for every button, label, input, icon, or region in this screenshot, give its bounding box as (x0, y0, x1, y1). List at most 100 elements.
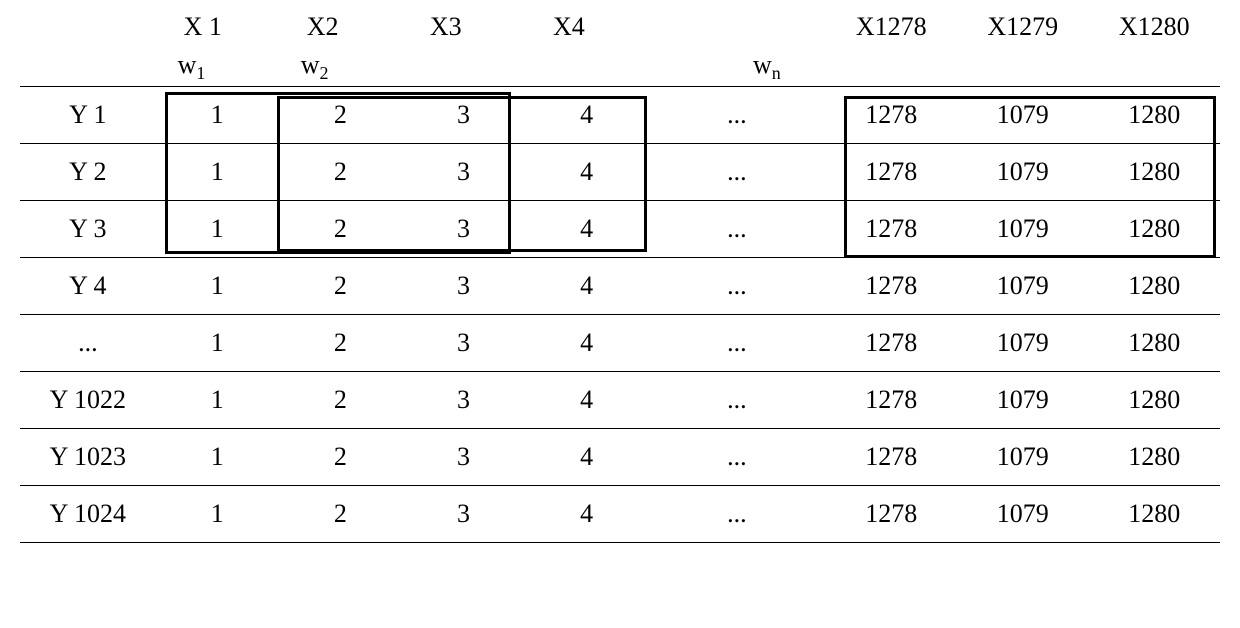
wn-text: w (753, 50, 772, 79)
cell: ... (648, 257, 825, 314)
cell: 1 (156, 200, 279, 257)
w-blank (957, 50, 1088, 86)
cell: 2 (279, 371, 402, 428)
cell: 1280 (1088, 314, 1220, 371)
cell: 1079 (957, 428, 1088, 485)
cell: 1278 (826, 257, 957, 314)
cell: 3 (402, 257, 525, 314)
matrix-table: X 1 X2 X3 X4 X1278 X1279 X1280 w1 w2 wn … (20, 10, 1220, 543)
cell: 1280 (1088, 86, 1220, 143)
cell: 4 (525, 485, 648, 542)
table-row: Y 11234...127810791280 (20, 86, 1220, 143)
y-label: Y 3 (20, 200, 156, 257)
cell: 1278 (826, 371, 957, 428)
cell: 1278 (826, 86, 957, 143)
cell: ... (648, 143, 825, 200)
table-row: Y 31234...127810791280 (20, 200, 1220, 257)
cell: 2 (279, 143, 402, 200)
corner-blank (20, 10, 156, 50)
cell: 3 (402, 86, 525, 143)
w-header-row: w1 w2 wn (20, 50, 1220, 86)
cell: 2 (279, 314, 402, 371)
cell: 1280 (1088, 428, 1220, 485)
x-header: X3 (402, 10, 525, 50)
cell: 1 (156, 86, 279, 143)
cell: 4 (525, 257, 648, 314)
cell: 4 (525, 314, 648, 371)
cell: 2 (279, 200, 402, 257)
cell: 1280 (1088, 371, 1220, 428)
cell: 1079 (957, 314, 1088, 371)
cell: 1 (156, 314, 279, 371)
w2-text: w (301, 50, 320, 79)
cell: 1280 (1088, 143, 1220, 200)
cell: 1079 (957, 371, 1088, 428)
cell: 1079 (957, 485, 1088, 542)
y-label: ... (20, 314, 156, 371)
cell: ... (648, 371, 825, 428)
wn-label: wn (648, 50, 825, 86)
cell: 2 (279, 86, 402, 143)
cell: 1079 (957, 143, 1088, 200)
cell: 1079 (957, 86, 1088, 143)
cell: 1278 (826, 428, 957, 485)
cell: 3 (402, 428, 525, 485)
cell: 1280 (1088, 257, 1220, 314)
w1-label: w1 (156, 50, 279, 86)
w1-sub: 1 (196, 63, 205, 83)
cell: 3 (402, 314, 525, 371)
x-header: X1278 (826, 10, 957, 50)
w-blank (20, 50, 156, 86)
table-row: Y 41234...127810791280 (20, 257, 1220, 314)
cell: 1278 (826, 200, 957, 257)
w-blank (525, 50, 648, 86)
cell: 1 (156, 428, 279, 485)
y-label: Y 1022 (20, 371, 156, 428)
cell: 4 (525, 143, 648, 200)
cell: ... (648, 314, 825, 371)
x-header: X 1 (156, 10, 279, 50)
cell: 4 (525, 428, 648, 485)
cell: ... (648, 485, 825, 542)
cell: 3 (402, 200, 525, 257)
cell: 1278 (826, 485, 957, 542)
y-label: Y 1023 (20, 428, 156, 485)
w1-text: w (178, 50, 197, 79)
w2-sub: 2 (320, 63, 329, 83)
cell: 4 (525, 200, 648, 257)
table-row: Y 10231234...127810791280 (20, 428, 1220, 485)
cell: 1079 (957, 200, 1088, 257)
cell: 2 (279, 428, 402, 485)
y-label: Y 4 (20, 257, 156, 314)
cell: 1278 (826, 314, 957, 371)
cell: 1280 (1088, 200, 1220, 257)
cell: ... (648, 86, 825, 143)
cell: 1 (156, 257, 279, 314)
cell: 2 (279, 257, 402, 314)
cell: 2 (279, 485, 402, 542)
cell: ... (648, 428, 825, 485)
cell: 1 (156, 143, 279, 200)
table-row: Y 10221234...127810791280 (20, 371, 1220, 428)
y-label: Y 1 (20, 86, 156, 143)
y-label: Y 2 (20, 143, 156, 200)
cell: 4 (525, 371, 648, 428)
cell: 1 (156, 485, 279, 542)
table-row: ...1234...127810791280 (20, 314, 1220, 371)
w-blank (1088, 50, 1220, 86)
w-blank (402, 50, 525, 86)
cell: 1 (156, 371, 279, 428)
cell: 4 (525, 86, 648, 143)
cell: 1280 (1088, 485, 1220, 542)
x-header (648, 10, 825, 50)
x-header: X4 (525, 10, 648, 50)
cell: 1278 (826, 143, 957, 200)
x-header: X1280 (1088, 10, 1220, 50)
cell: 3 (402, 485, 525, 542)
wn-sub: n (772, 63, 781, 83)
w2-label: w2 (279, 50, 402, 86)
x-header: X2 (279, 10, 402, 50)
cell: 3 (402, 143, 525, 200)
y-label: Y 1024 (20, 485, 156, 542)
table-row: Y 10241234...127810791280 (20, 485, 1220, 542)
